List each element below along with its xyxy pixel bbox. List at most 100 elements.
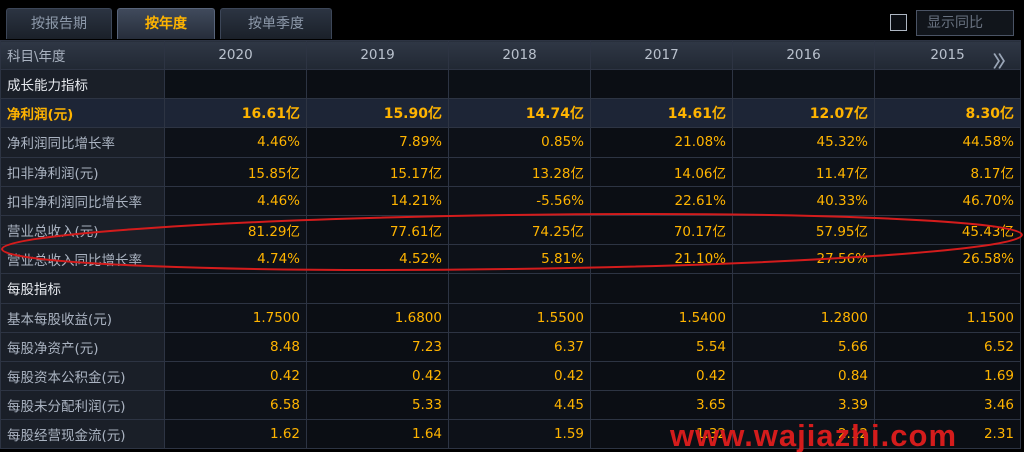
- table-cell: 46.70%: [874, 185, 1021, 216]
- show-yoy-button[interactable]: 显示同比: [916, 10, 1014, 36]
- table-cell: 45.32%: [732, 127, 875, 158]
- table-cell: 14.21%: [306, 185, 449, 216]
- year-header[interactable]: 2020: [164, 40, 307, 70]
- row-label: 每股资本公积金(元): [0, 360, 165, 392]
- table-cell: 8.48: [164, 331, 307, 362]
- table-row[interactable]: 每股经营现金流(元) 1.62 1.64 1.59 1.32 2.12 2.31: [0, 419, 1021, 450]
- table-row[interactable]: 基本每股收益(元) 1.7500 1.6800 1.5500 1.5400 1.2800 1…: [0, 302, 1021, 333]
- table-cell: 1.32: [590, 419, 733, 450]
- table-cell: 14.74亿: [448, 98, 591, 129]
- year-header[interactable]: 2015: [874, 40, 1021, 70]
- table-cell: 1.62: [164, 419, 307, 450]
- row-label: 每股经营现金流(元): [0, 419, 165, 450]
- table-cell: [590, 273, 733, 304]
- table-cell: [164, 273, 307, 304]
- table-cell: 70.17亿: [590, 214, 733, 246]
- row-label: 每股未分配利润(元): [0, 390, 165, 421]
- table-row[interactable]: 扣非净利润(元) 15.85亿 15.17亿 13.28亿 14.06亿 11.47亿 8.…: [0, 156, 1021, 187]
- table-cell: 15.85亿: [164, 156, 307, 187]
- table-cell: [306, 273, 449, 304]
- table-cell: 13.28亿: [448, 156, 591, 187]
- row-label: 净利润同比增长率: [0, 127, 165, 158]
- table-cell: [590, 68, 733, 100]
- table-row[interactable]: 每股未分配利润(元) 6.58 5.33 4.45 3.65 3.39 3.46: [0, 390, 1021, 421]
- table-cell: [732, 273, 875, 304]
- table-cell: [306, 68, 449, 100]
- table-cell: 7.89%: [306, 127, 449, 158]
- table-header-row: 科目\年度 2020 2019 2018 2017 2016 2015: [0, 40, 1021, 70]
- next-columns-icon[interactable]: 〉〉: [993, 52, 1014, 71]
- table-cell: [164, 68, 307, 100]
- table-cell: 21.10%: [590, 244, 733, 275]
- row-label: 每股指标: [0, 273, 165, 304]
- year-header[interactable]: 2016: [732, 40, 875, 70]
- table-cell: 0.42: [448, 360, 591, 392]
- table-cell: 3.39: [732, 390, 875, 421]
- table-cell: 0.42: [164, 360, 307, 392]
- table-cell: 0.42: [306, 360, 449, 392]
- year-header[interactable]: 2019: [306, 40, 449, 70]
- financial-table: 科目\年度 2020 2019 2018 2017 2016 2015 成长能力…: [0, 40, 1021, 450]
- table-cell: 8.30亿: [874, 98, 1021, 129]
- table-cell: [874, 273, 1021, 304]
- table-cell: 5.33: [306, 390, 449, 421]
- table-cell: 6.52: [874, 331, 1021, 362]
- table-cell: 81.29亿: [164, 214, 307, 246]
- table-row[interactable]: 营业总收入(元) 81.29亿 77.61亿 74.25亿 70.17亿 57.95亿 45…: [0, 214, 1021, 246]
- table-cell: 0.84: [732, 360, 875, 392]
- row-label: 营业总收入(元): [0, 214, 165, 246]
- table-cell: 40.33%: [732, 185, 875, 216]
- table-cell: 26.58%: [874, 244, 1021, 275]
- table-cell: 27.56%: [732, 244, 875, 275]
- table-cell: [874, 68, 1021, 100]
- table-cell: 8.17亿: [874, 156, 1021, 187]
- table-cell: 15.17亿: [306, 156, 449, 187]
- table-cell: 4.45: [448, 390, 591, 421]
- table-cell: 3.46: [874, 390, 1021, 421]
- row-label: 每股净资产(元): [0, 331, 165, 362]
- section-row[interactable]: 成长能力指标: [0, 68, 1021, 100]
- table-cell: 77.61亿: [306, 214, 449, 246]
- year-header[interactable]: 2018: [448, 40, 591, 70]
- section-row[interactable]: 每股指标: [0, 273, 1021, 304]
- table-cell: 5.81%: [448, 244, 591, 275]
- table-cell: 4.74%: [164, 244, 307, 275]
- table-cell: 4.46%: [164, 185, 307, 216]
- table-cell: 5.54: [590, 331, 733, 362]
- table-cell: 14.61亿: [590, 98, 733, 129]
- tab-by-year[interactable]: 按年度: [117, 8, 215, 39]
- table-cell: 2.31: [874, 419, 1021, 450]
- table-row[interactable]: 每股资本公积金(元) 0.42 0.42 0.42 0.42 0.84 1.69: [0, 360, 1021, 392]
- year-header[interactable]: 2017: [590, 40, 733, 70]
- table-row[interactable]: 净利润(元) 16.61亿 15.90亿 14.74亿 14.61亿 12.07亿 8.30…: [0, 98, 1021, 129]
- table-cell: [448, 68, 591, 100]
- row-label: 成长能力指标: [0, 68, 165, 100]
- compare-checkbox[interactable]: [890, 14, 907, 31]
- table-cell: 74.25亿: [448, 214, 591, 246]
- table-cell: 21.08%: [590, 127, 733, 158]
- table-cell: 2.12: [732, 419, 875, 450]
- table-cell: -5.56%: [448, 185, 591, 216]
- table-cell: [732, 68, 875, 100]
- table-cell: 22.61%: [590, 185, 733, 216]
- table-cell: [448, 273, 591, 304]
- tab-by-quarter[interactable]: 按单季度: [220, 8, 332, 39]
- table-cell: 0.85%: [448, 127, 591, 158]
- table-cell: 6.37: [448, 331, 591, 362]
- table-cell: 1.5400: [590, 302, 733, 333]
- row-label: 扣非净利润(元): [0, 156, 165, 187]
- table-row[interactable]: 扣非净利润同比增长率 4.46% 14.21% -5.56% 22.61% 40.33% 4…: [0, 185, 1021, 216]
- table-row[interactable]: 营业总收入同比增长率 4.74% 4.52% 5.81% 21.10% 27.56% 26.…: [0, 244, 1021, 275]
- table-cell: 1.59: [448, 419, 591, 450]
- table-cell: 1.1500: [874, 302, 1021, 333]
- table-cell: 1.5500: [448, 302, 591, 333]
- tab-by-report-period[interactable]: 按报告期: [6, 8, 112, 39]
- table-row[interactable]: 净利润同比增长率 4.46% 7.89% 0.85% 21.08% 45.32% 44.58…: [0, 127, 1021, 158]
- table-cell: 45.43亿: [874, 214, 1021, 246]
- table-cell: 11.47亿: [732, 156, 875, 187]
- table-cell: 4.52%: [306, 244, 449, 275]
- watermark: www.wajiazhi.com: [670, 418, 958, 452]
- table-cell: 5.66: [732, 331, 875, 362]
- table-cell: 44.58%: [874, 127, 1021, 158]
- table-row[interactable]: 每股净资产(元) 8.48 7.23 6.37 5.54 5.66 6.52: [0, 331, 1021, 362]
